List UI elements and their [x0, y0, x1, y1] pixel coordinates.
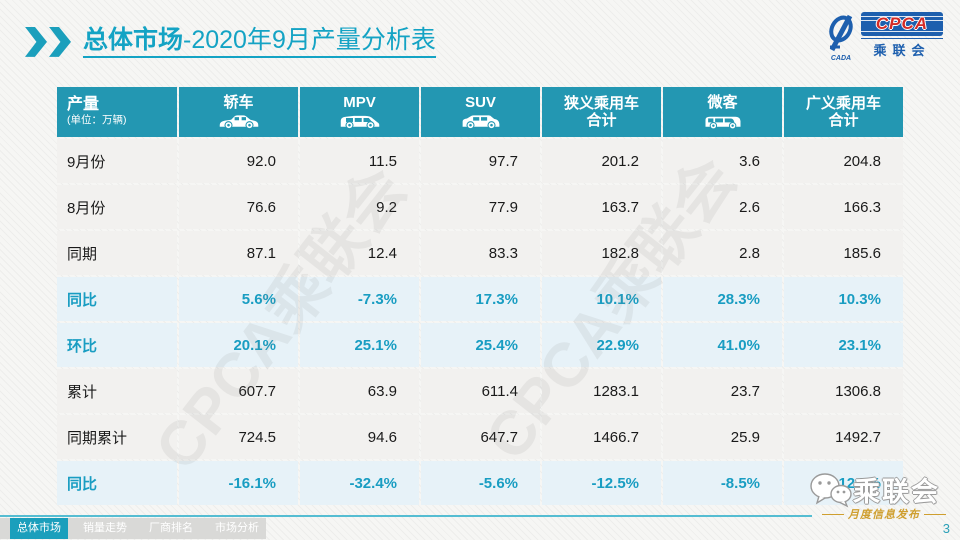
- title-text: 总体市场-2020年9月产量分析表: [83, 26, 436, 58]
- chevron-double-right-icon: [25, 26, 73, 57]
- page-title: 总体市场-2020年9月产量分析表: [25, 26, 436, 58]
- header-cell-suv: SUV: [421, 87, 540, 137]
- sedan-icon: [219, 115, 258, 129]
- cpca-logo: CADA CPCA 乘联会: [824, 12, 950, 62]
- title-bold: 总体市场: [83, 26, 184, 54]
- tab-overall-market[interactable]: 总体市场: [10, 518, 68, 539]
- tab-sales-trend[interactable]: 销量走势: [83, 522, 127, 534]
- header-unit: (单位：万辆): [67, 113, 127, 126]
- header-title: 产量: [67, 96, 100, 114]
- table-row-cumulative: 累计 607.7 63.9 611.4 1283.1 23.7 1306.8: [57, 369, 903, 413]
- table-row-same-period: 同期 87.1 12.4 83.3 182.8 2.8 185.6: [57, 231, 903, 275]
- wechat-account-label: 乘联会: [853, 477, 940, 507]
- production-table: 产量 (单位：万辆) 轿车 MPV: [55, 85, 905, 507]
- page-number: 3: [942, 521, 950, 536]
- cada-label: CADA: [830, 55, 852, 62]
- table-row-yoy: 同比 5.6% -7.3% 17.3% 10.1% 28.3% 10.3%: [57, 277, 903, 321]
- header-cell-mpv: MPV: [300, 87, 419, 137]
- suv-icon: [462, 115, 499, 129]
- tab-manufacturer-ranking[interactable]: 厂商排名: [149, 522, 193, 534]
- cpca-emblem-icon: [829, 14, 853, 52]
- header-cell-minibus: 微客: [663, 87, 782, 137]
- cpca-box: CPCA: [861, 12, 943, 36]
- footer-divider: [0, 515, 812, 517]
- minibus-icon: [705, 116, 740, 129]
- wechat-watermark: 乘联会: [809, 470, 940, 509]
- table-row-same-period-cumulative: 同期累计 724.5 94.6 647.7 1466.7 25.9 1492.7: [57, 415, 903, 459]
- footer-tabbar: 总体市场 销量走势 厂商排名 市场分析: [0, 518, 266, 539]
- cpca-label: CPCA: [875, 14, 929, 33]
- table-row-mom: 环比 20.1% 25.1% 25.4% 22.9% 41.0% 23.1%: [57, 323, 903, 367]
- header-cell-label: 产量 (单位：万辆): [57, 87, 177, 137]
- header-cell-sedan: 轿车: [179, 87, 298, 137]
- title-rest: -2020年9月产量分析表: [183, 26, 436, 54]
- header-cell-broad-pv: 广义乘用车 合计: [784, 87, 903, 137]
- cpca-cn-label: 乘联会: [861, 38, 943, 59]
- table-row-august: 8月份 76.6 9.2 77.9 163.7 2.6 166.3: [57, 185, 903, 229]
- header-row: 产量 (单位：万辆) 轿车 MPV: [57, 87, 903, 137]
- table-row-cumulative-yoy: 同比 -16.1% -32.4% -5.6% -12.5% -8.5% -12.…: [57, 461, 903, 505]
- table-row-september: 9月份 92.0 11.5 97.7 201.2 3.6 204.8: [57, 139, 903, 183]
- publication-label: 月度信息发布: [818, 506, 950, 522]
- wechat-icon: [810, 472, 852, 507]
- tab-market-analysis[interactable]: 市场分析: [215, 522, 259, 534]
- header-cell-narrow-pv: 狭义乘用车 合计: [542, 87, 661, 137]
- mpv-icon: [340, 115, 379, 129]
